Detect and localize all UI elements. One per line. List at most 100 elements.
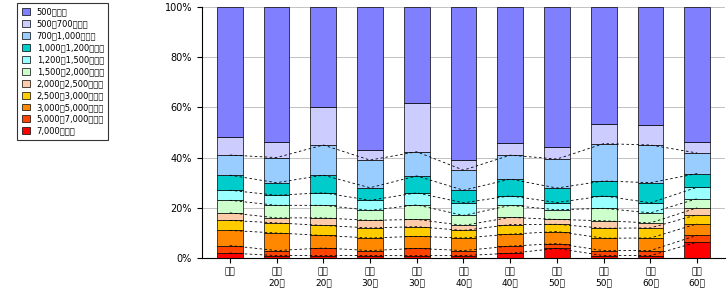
Bar <box>310 205 336 218</box>
Bar <box>217 137 242 155</box>
Bar <box>591 255 617 258</box>
Bar <box>217 246 242 253</box>
Bar <box>591 208 617 221</box>
Bar <box>591 181 617 196</box>
Bar <box>544 147 570 159</box>
Bar <box>638 238 663 251</box>
Bar <box>684 208 710 215</box>
Bar <box>357 160 383 188</box>
Bar <box>310 175 336 193</box>
Bar <box>591 7 617 124</box>
Bar <box>544 188 570 202</box>
Bar <box>404 220 430 227</box>
Bar <box>591 124 617 144</box>
Bar <box>451 170 476 190</box>
Bar <box>451 190 476 203</box>
Bar <box>404 256 430 258</box>
Bar <box>357 210 383 220</box>
Bar <box>264 255 289 258</box>
Bar <box>310 193 336 205</box>
Bar <box>684 173 710 187</box>
Bar <box>684 235 710 242</box>
Bar <box>638 125 663 145</box>
Bar <box>638 228 663 238</box>
Bar <box>404 249 430 256</box>
Bar <box>404 7 430 104</box>
Bar <box>684 187 710 199</box>
Bar <box>357 220 383 228</box>
Bar <box>404 236 430 249</box>
Bar <box>264 205 289 218</box>
Bar <box>497 224 523 234</box>
Bar <box>497 179 523 196</box>
Bar <box>638 183 663 203</box>
Bar <box>497 253 523 258</box>
Bar <box>310 145 336 175</box>
Bar <box>684 142 710 153</box>
Bar <box>217 155 242 175</box>
Bar <box>357 200 383 210</box>
Bar <box>544 249 570 258</box>
Bar <box>264 251 289 255</box>
Bar <box>217 7 242 137</box>
Bar <box>591 221 617 228</box>
Bar <box>544 231 570 244</box>
Bar <box>591 228 617 238</box>
Bar <box>638 213 663 223</box>
Bar <box>497 7 523 143</box>
Bar <box>217 213 242 220</box>
Bar <box>544 220 570 224</box>
Bar <box>404 104 430 152</box>
Bar <box>451 225 476 231</box>
Bar <box>591 144 617 181</box>
Bar <box>404 152 430 176</box>
Bar <box>684 215 710 224</box>
Bar <box>357 238 383 251</box>
Bar <box>264 157 289 183</box>
Bar <box>404 205 430 220</box>
Bar <box>544 202 570 210</box>
Bar <box>544 244 570 249</box>
Bar <box>684 153 710 173</box>
Bar <box>404 227 430 236</box>
Bar <box>497 246 523 253</box>
Bar <box>497 234 523 246</box>
Bar <box>404 193 430 205</box>
Bar <box>451 160 476 170</box>
Bar <box>451 231 476 238</box>
Bar <box>591 196 617 208</box>
Bar <box>264 183 289 195</box>
Bar <box>357 255 383 258</box>
Bar <box>451 7 476 160</box>
Bar <box>544 159 570 188</box>
Bar <box>217 231 242 246</box>
Bar <box>684 199 710 208</box>
Bar <box>497 196 523 205</box>
Bar <box>264 218 289 223</box>
Bar <box>544 7 570 147</box>
Bar <box>357 150 383 160</box>
Bar <box>310 235 336 248</box>
Bar <box>451 251 476 255</box>
Bar <box>497 218 523 224</box>
Bar <box>544 210 570 220</box>
Bar <box>217 175 242 190</box>
Bar <box>497 155 523 179</box>
Bar <box>264 195 289 205</box>
Bar <box>591 251 617 255</box>
Bar <box>451 215 476 225</box>
Bar <box>217 190 242 200</box>
Bar <box>310 225 336 235</box>
Bar <box>264 142 289 157</box>
Bar <box>497 205 523 218</box>
Legend: 500円未満, 500～700円未満, 700～1,000円未満, 1,000～1,200円未満, 1,200～1,500円未満, 1,500～2,000円未満: 500円未満, 500～700円未満, 700～1,000円未満, 1,000～… <box>17 3 108 140</box>
Bar <box>451 255 476 258</box>
Bar <box>638 7 663 125</box>
Bar <box>404 176 430 193</box>
Bar <box>684 242 710 258</box>
Bar <box>217 220 242 231</box>
Bar <box>310 218 336 225</box>
Bar <box>264 223 289 233</box>
Bar <box>638 145 663 183</box>
Bar <box>451 238 476 251</box>
